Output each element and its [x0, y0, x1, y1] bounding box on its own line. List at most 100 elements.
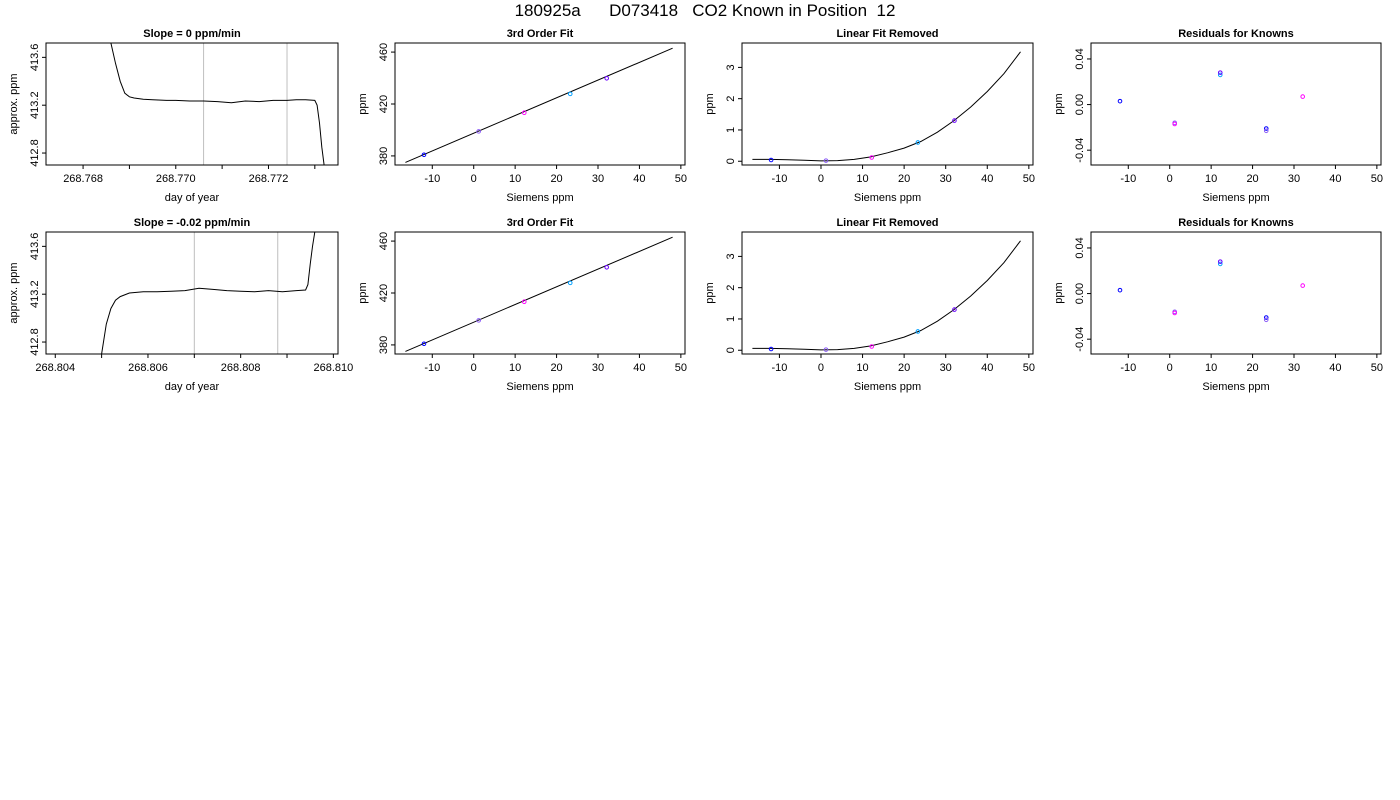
- data-point: [604, 76, 610, 81]
- x-tick-label: 40: [981, 362, 993, 374]
- data-point: [421, 152, 427, 158]
- x-tick-label: 40: [1329, 173, 1341, 185]
- panel-r2c3: Linear Fit Removed -10 0 10 20 30 40 50 0 1 2 3 Siem…: [704, 217, 1035, 393]
- x-tick-label: 10: [856, 362, 868, 374]
- data-point: [1172, 310, 1177, 316]
- plot-frame: [741, 231, 1034, 355]
- series-line: [101, 232, 316, 354]
- data-point: [952, 118, 957, 123]
- data-point: [869, 155, 875, 160]
- x-tick-label: 268.804: [35, 362, 75, 374]
- data-point: [1300, 283, 1305, 288]
- data-point: [1217, 259, 1223, 264]
- panel-title: 3rd Order Fit: [507, 28, 574, 40]
- panel-r1c3: Linear Fit Removed -10 0 10 20 30 40 50 0 1 2 3 Siem…: [704, 28, 1035, 204]
- plot-frame: [741, 42, 1034, 166]
- data-point: [521, 110, 527, 115]
- plot-frame: [1090, 42, 1382, 166]
- y-axis-label: approx. ppm: [8, 262, 20, 323]
- y-tick-label: 380: [378, 147, 390, 165]
- x-tick-label: 30: [592, 362, 604, 374]
- x-tick-label: 0: [818, 173, 824, 185]
- y-tick-label: 0.04: [1074, 48, 1086, 69]
- data-point: [567, 91, 573, 97]
- x-tick-label: 0: [818, 362, 824, 374]
- y-tick-label: 1: [725, 316, 737, 322]
- data-point: [1263, 317, 1269, 323]
- x-tick-label: 10: [1205, 173, 1217, 185]
- y-tick-label: 420: [378, 95, 390, 113]
- x-tick-label: 0: [1167, 173, 1173, 185]
- x-tick-label: 268.806: [128, 362, 168, 374]
- plot-area: [110, 43, 325, 165]
- x-tick-label: 40: [981, 173, 993, 185]
- plot-frame: [45, 42, 339, 166]
- x-tick-label: 40: [633, 173, 645, 185]
- plot-area: [752, 240, 1021, 352]
- x-tick-label: 268.808: [221, 362, 261, 374]
- y-tick-label: 0: [725, 347, 737, 353]
- x-axis-label: Siemens ppm: [1202, 381, 1269, 393]
- panel-r1c1: Slope = 0 ppm/min 268.768 268.770 268.772 41…: [8, 28, 339, 204]
- panel-r1c2: 3rd Order Fit -10 0 10 20 30 40 50 380 420 460 Siem…: [357, 28, 687, 204]
- y-axis-label: ppm: [704, 282, 716, 303]
- y-tick-label: 2: [725, 96, 737, 102]
- data-point: [1217, 261, 1223, 267]
- x-tick-label: 10: [509, 362, 521, 374]
- x-tick-label: -10: [424, 362, 440, 374]
- data-point: [952, 307, 957, 312]
- plot-area: [1117, 259, 1305, 323]
- data-point: [1217, 72, 1223, 78]
- data-point: [476, 318, 481, 323]
- y-tick-label: 0.00: [1074, 283, 1086, 304]
- panel-title: 3rd Order Fit: [507, 217, 574, 229]
- panel-title: Residuals for Knowns: [1178, 28, 1294, 40]
- plot-frame: [45, 231, 339, 355]
- x-tick-label: 268.810: [313, 362, 353, 374]
- fit-curve: [405, 47, 673, 163]
- x-axis-label: Siemens ppm: [506, 381, 573, 393]
- y-tick-label: 0: [725, 158, 737, 164]
- fit-curve: [752, 51, 1021, 162]
- y-tick-label: 380: [378, 336, 390, 354]
- x-axis-label: day of year: [165, 192, 220, 204]
- x-tick-label: 0: [1167, 362, 1173, 374]
- x-tick-label: 50: [1023, 173, 1035, 185]
- x-tick-label: 10: [856, 173, 868, 185]
- y-axis-label: ppm: [357, 93, 369, 114]
- data-point: [421, 341, 427, 347]
- panel-r2c1: Slope = -0.02 ppm/min 268.804 268.806 268.8…: [8, 217, 353, 393]
- y-tick-label: 460: [378, 232, 390, 250]
- page-title: 180925a D073418 CO2 Known in Position 12: [514, 1, 896, 20]
- data-point: [476, 129, 481, 134]
- plot-area: [405, 236, 673, 352]
- x-axis-label: Siemens ppm: [854, 381, 921, 393]
- panel-r1c4: Residuals for Knowns -10 0 10 20 30 40 50 -0.04 0…: [1053, 28, 1383, 204]
- panel-r2c4: Residuals for Knowns -10 0 10 20 30 40 50 -0.04 0…: [1053, 217, 1383, 393]
- data-point: [1300, 94, 1305, 99]
- y-tick-label: 1: [725, 127, 737, 133]
- x-tick-label: 50: [1371, 173, 1383, 185]
- data-point: [604, 265, 610, 270]
- x-tick-label: 30: [940, 362, 952, 374]
- data-point: [1117, 98, 1123, 104]
- x-tick-label: 10: [509, 173, 521, 185]
- plot-area: [405, 47, 673, 163]
- data-point: [768, 157, 774, 163]
- plot-area: [1117, 70, 1305, 134]
- x-tick-label: -10: [771, 173, 787, 185]
- x-tick-label: 30: [592, 173, 604, 185]
- x-tick-label: 0: [471, 173, 477, 185]
- data-point: [869, 344, 875, 349]
- plot-area: [752, 51, 1021, 163]
- data-point: [1117, 287, 1123, 293]
- x-axis-label: Siemens ppm: [854, 192, 921, 204]
- x-axis-label: day of year: [165, 381, 220, 393]
- y-tick-label: 460: [378, 43, 390, 61]
- data-point: [521, 299, 527, 304]
- x-tick-label: 268.768: [63, 173, 103, 185]
- x-tick-label: 50: [1023, 362, 1035, 374]
- x-tick-label: -10: [1120, 362, 1136, 374]
- y-axis-label: approx. ppm: [8, 73, 20, 134]
